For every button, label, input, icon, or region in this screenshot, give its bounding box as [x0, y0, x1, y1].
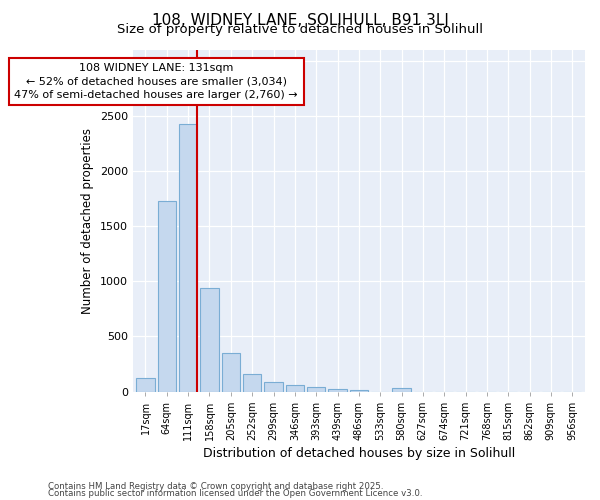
Bar [136, 378, 155, 392]
Bar [307, 386, 325, 392]
Bar [222, 353, 240, 392]
Text: 108, WIDNEY LANE, SOLIHULL, B91 3LJ: 108, WIDNEY LANE, SOLIHULL, B91 3LJ [152, 12, 448, 28]
Bar [243, 374, 261, 392]
Text: Contains HM Land Registry data © Crown copyright and database right 2025.: Contains HM Land Registry data © Crown c… [48, 482, 383, 491]
Bar [265, 382, 283, 392]
Bar [392, 388, 410, 392]
Y-axis label: Number of detached properties: Number of detached properties [81, 128, 94, 314]
X-axis label: Distribution of detached houses by size in Solihull: Distribution of detached houses by size … [203, 447, 515, 460]
Bar [350, 390, 368, 392]
Bar [200, 288, 218, 392]
Bar [158, 201, 176, 392]
Bar [286, 385, 304, 392]
Bar [179, 124, 197, 392]
Text: Contains public sector information licensed under the Open Government Licence v3: Contains public sector information licen… [48, 490, 422, 498]
Text: 108 WIDNEY LANE: 131sqm
← 52% of detached houses are smaller (3,034)
47% of semi: 108 WIDNEY LANE: 131sqm ← 52% of detache… [14, 63, 298, 100]
Bar [328, 390, 347, 392]
Text: Size of property relative to detached houses in Solihull: Size of property relative to detached ho… [117, 22, 483, 36]
